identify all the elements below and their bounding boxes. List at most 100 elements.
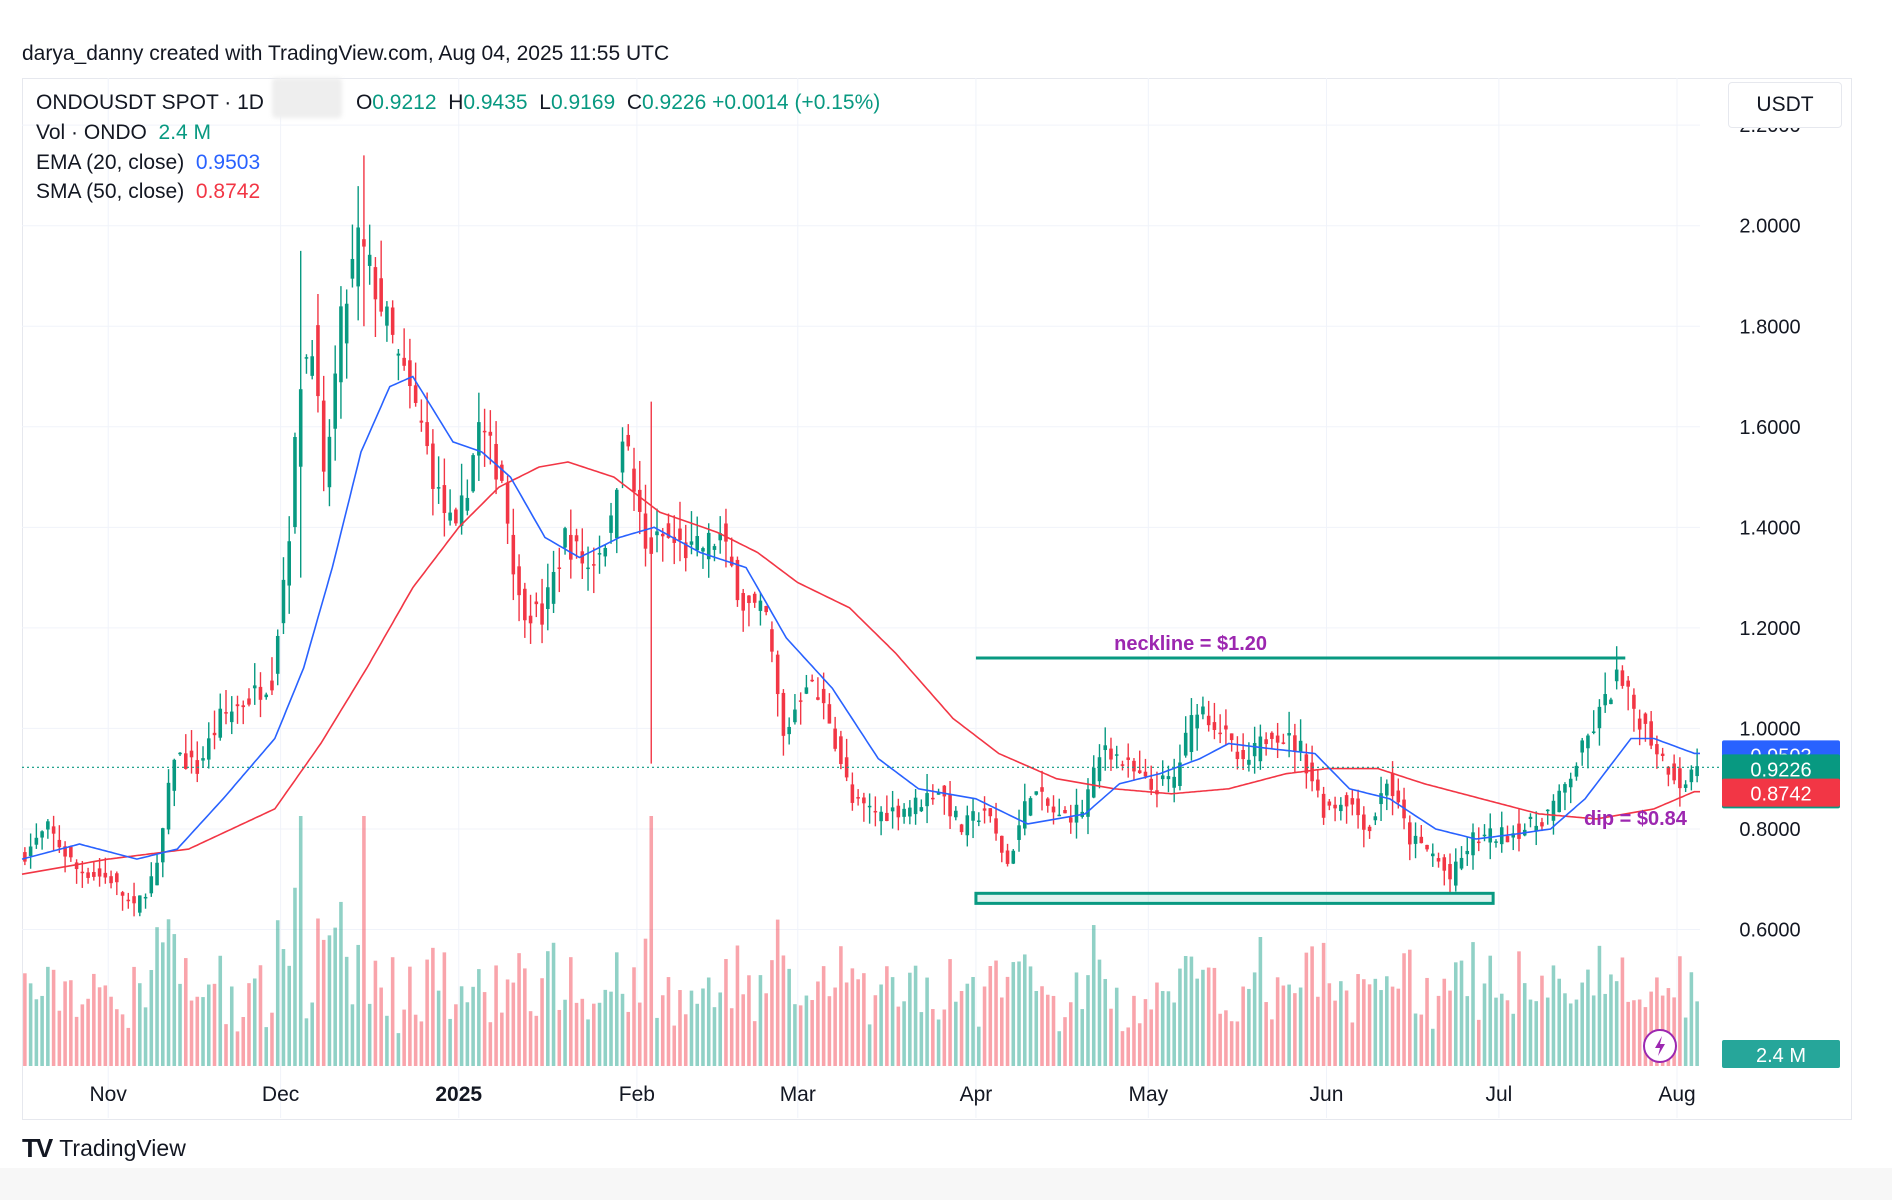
volume-bar (603, 989, 608, 1066)
candle-body (1425, 844, 1429, 850)
volume-bar (1488, 955, 1493, 1066)
volume-bar (275, 920, 280, 1066)
volume-bar (534, 1015, 539, 1066)
volume-bar (442, 952, 447, 1066)
candle-body (1051, 806, 1056, 813)
currency-button[interactable]: USDT (1728, 82, 1842, 128)
volume-bar (1597, 945, 1602, 1066)
volume-bar (1695, 1001, 1699, 1066)
candle-body (183, 753, 188, 769)
candle-body (534, 601, 539, 605)
volume-bar (298, 816, 303, 1066)
candle-body (436, 487, 441, 489)
candle-body (471, 455, 475, 492)
time-tick-label: Dec (262, 1083, 299, 1106)
candle-body (419, 420, 424, 423)
volume-bar (1448, 990, 1452, 1066)
volume-bar (1591, 995, 1596, 1066)
price-tick-label: 1.6000 (1739, 417, 1800, 439)
sma-price-badge: 0.8742 (1722, 778, 1840, 807)
time-tick-label: 2025 (435, 1083, 482, 1106)
time-tick-label: May (1128, 1083, 1168, 1106)
volume-bar (954, 1001, 958, 1066)
dip-label: dip = $0.84 (1584, 808, 1688, 830)
open-value: 0.9212 (372, 91, 437, 114)
candle-body (224, 712, 228, 714)
candle-body (1591, 731, 1596, 733)
candle-body (793, 709, 797, 723)
volume-bar (1298, 987, 1303, 1066)
volume-bar (178, 983, 182, 1066)
volume-bar (1011, 962, 1016, 1066)
candle-body (172, 759, 177, 791)
volume-bar (844, 982, 849, 1066)
volume-bar (879, 984, 883, 1066)
volume-bar (86, 998, 90, 1066)
tradingview-logo-text: TradingView (59, 1135, 186, 1161)
volume-bar (626, 1011, 631, 1066)
candle-body (1074, 804, 1079, 823)
volume-bar (425, 959, 429, 1066)
candle-body (614, 489, 619, 539)
candle-body (695, 536, 700, 551)
candle-body (1287, 732, 1291, 736)
candle-body (1408, 822, 1412, 845)
symbol-label[interactable]: ONDOUSDT SPOT · 1D (36, 91, 264, 114)
candle-body (816, 697, 820, 700)
volume-bar (816, 981, 820, 1066)
volume-bar (28, 983, 33, 1066)
volume-bar (172, 934, 177, 1066)
candle-body (758, 600, 763, 611)
candle-body (293, 437, 297, 528)
candle-body (752, 593, 757, 603)
volume-bar (856, 979, 860, 1066)
time-tick-label: Feb (619, 1083, 655, 1106)
volume-bar (614, 952, 619, 1066)
candle-body (821, 688, 826, 704)
time-tick-label: Jun (1310, 1083, 1344, 1106)
tradingview-logo[interactable]: TV TradingView (22, 1133, 186, 1164)
volume-bar (1183, 956, 1188, 1066)
candle-body (781, 692, 786, 736)
candle-body (1281, 742, 1286, 744)
candle-body (706, 532, 711, 560)
volume-bar (632, 967, 636, 1066)
candle-body (1367, 826, 1372, 832)
candle-body (1333, 804, 1337, 809)
legend-sma-row[interactable]: SMA (50, close) 0.8742 (36, 177, 880, 207)
candle-body (1068, 817, 1073, 823)
volume-bar (1614, 981, 1619, 1066)
volume-bar (143, 1007, 148, 1066)
volume-bar (224, 1024, 228, 1066)
volume-bar (471, 986, 475, 1066)
volume-bar (718, 992, 722, 1066)
volume-bar (1241, 986, 1245, 1066)
volume-bar (51, 969, 56, 1066)
candle-body (1643, 713, 1648, 724)
volume-bar (241, 1017, 246, 1066)
legend-ema-row[interactable]: EMA (20, close) 0.9503 (36, 148, 880, 178)
candle-body (1557, 790, 1561, 813)
candle-body (86, 872, 90, 878)
candle-body (1448, 864, 1452, 880)
volume-bar (333, 927, 337, 1066)
candle-body (977, 820, 981, 823)
volume-bar (1022, 954, 1027, 1066)
candle-body (896, 805, 901, 818)
candle-body (1120, 764, 1125, 766)
volume-bar (1114, 987, 1119, 1066)
candle-body (1660, 753, 1665, 756)
volume-bar (1310, 946, 1314, 1066)
candle-body (178, 752, 182, 755)
candle-body (902, 808, 906, 817)
legend-volume-row[interactable]: Vol · ONDO 2.4 M (36, 118, 880, 148)
candle-body (1609, 699, 1613, 705)
volume-bar (885, 966, 889, 1066)
candle-body (643, 513, 648, 549)
candle-body (310, 356, 314, 376)
candle-body (689, 541, 694, 545)
candle-body (454, 509, 458, 524)
candle-body (344, 303, 349, 344)
volume-bar (1453, 962, 1458, 1066)
